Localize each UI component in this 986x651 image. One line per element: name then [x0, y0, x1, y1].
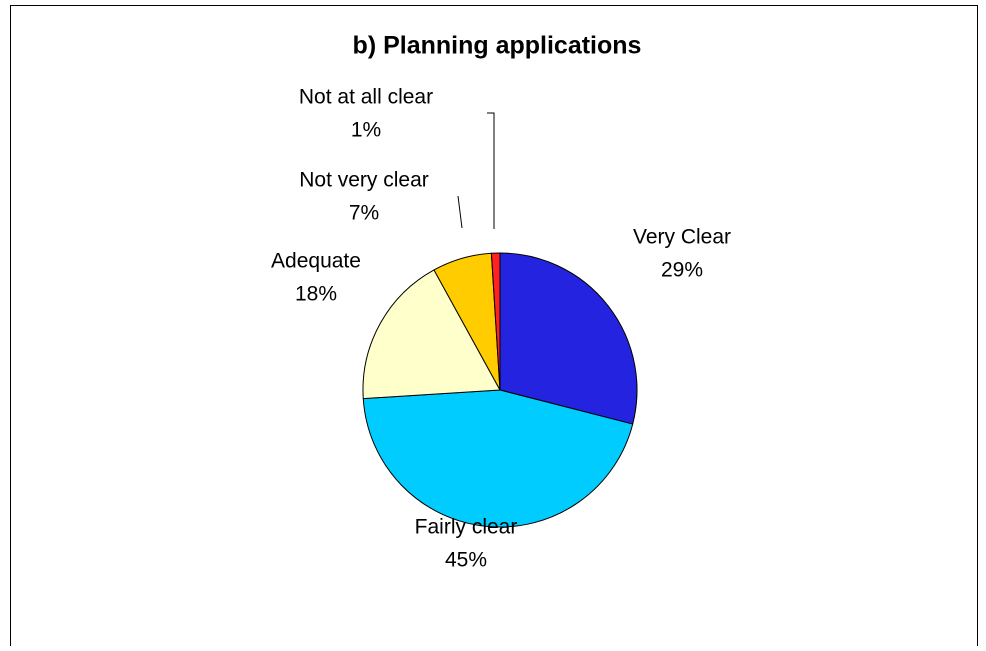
slice-value-label: 7% [349, 202, 379, 225]
slice-category-label: Fairly clear [415, 516, 518, 539]
slice-category-label: Adequate [271, 250, 361, 273]
slice-value-label: 45% [445, 549, 487, 572]
slice-category-label: Not very clear [299, 169, 429, 192]
leader-line [457, 195, 463, 229]
slice-category-label: Very Clear [633, 226, 731, 249]
slice-category-label: Not at all clear [299, 86, 433, 109]
pie-slice [362, 389, 634, 528]
chart-title: b) Planning applications [353, 32, 642, 60]
slice-value-label: 18% [295, 283, 337, 306]
leader-line [487, 112, 495, 229]
pie-slice [362, 269, 501, 400]
slice-value-label: 29% [661, 259, 703, 282]
slice-value-label: 1% [351, 119, 381, 142]
pie-slice [490, 252, 501, 391]
pie-slice [499, 252, 638, 425]
